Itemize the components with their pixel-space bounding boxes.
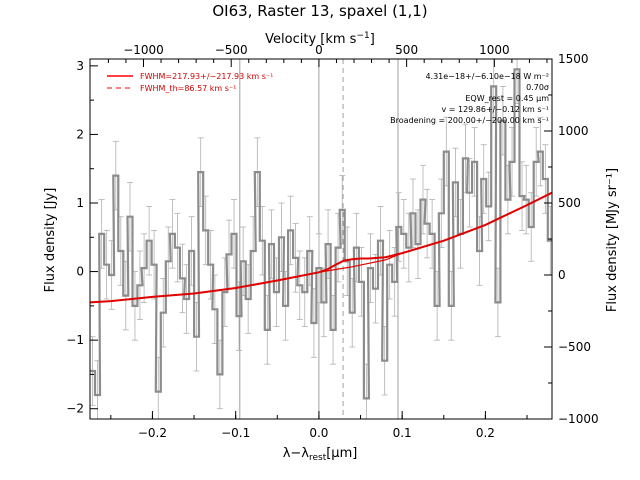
fit-annotations: 4.31e−18+/−6.10e−18 W m⁻² 0.70σ EQW_rest… [390,72,549,125]
y-tick-label: 1 [76,196,84,210]
annotation-significance: 0.70σ [526,83,549,92]
y-tick-label: −2 [66,402,84,416]
top-tick-label: 500 [395,43,418,57]
top-tick-label: −500 [215,43,248,57]
x-tick-label: 0.1 [393,426,412,440]
spectrum-steps [90,68,552,400]
y-right-axis-label: Flux density [MJy sr⁻¹] [605,168,620,312]
top-axis-label: Velocity [km s−1] [265,31,375,47]
y-right-tick-label: 1500 [558,52,589,66]
x-tick-label: 0.0 [309,426,328,440]
fit-line [90,191,552,304]
y-right-tick-label: 0 [558,268,566,282]
top-tick-label: 1000 [479,43,510,57]
y-right-tick-label: 500 [558,196,581,210]
legend-entry-fwhm-th: FWHM_th=86.57 km s⁻¹ [140,84,236,93]
y-tick-label: 0 [76,265,84,279]
y-right-tick-label: 1000 [558,124,589,138]
x-tick-label: 0.2 [476,426,495,440]
annotation-line-flux: 4.31e−18+/−6.10e−18 W m⁻² [425,72,549,81]
x-tick-label: −0.2 [138,426,167,440]
legend: FWHM=217.93+/−217.93 km s⁻¹ FWHM_th=86.5… [107,72,273,93]
top-tick-label: −1000 [123,43,164,57]
annotation-eqw: EQW_rest = 0.45 μm [465,94,549,103]
x-tick-label: −0.1 [221,426,250,440]
legend-entry-fwhm: FWHM=217.93+/−217.93 km s⁻¹ [140,72,273,81]
plot-area: −0.2 −0.1 0.0 0.1 0.2 −1000 −500 0 500 1000 −2 −1 0 1… [66,43,599,440]
y-right-tick-label: −500 [558,340,591,354]
y-axis-label: Flux density [Jy] [43,188,58,293]
continuum-line [318,252,403,273]
data-layer [90,59,552,419]
y-right-tick-label: −1000 [558,412,599,426]
y-tick-label: 2 [76,127,84,141]
chart-title: OI63, Raster 13, spaxel (1,1) [212,2,427,20]
annotation-velocity: v = 129.86+/−0.12 km s⁻¹ [441,105,549,114]
x-axis-label: λ−λrest[μm] [283,446,358,463]
y-tick-label: 3 [76,59,84,73]
annotation-broadening: Broadening = 200.00+/−200.00 km s⁻¹ [390,116,549,125]
top-tick-label: 0 [315,43,323,57]
y-tick-label: −1 [66,333,84,347]
